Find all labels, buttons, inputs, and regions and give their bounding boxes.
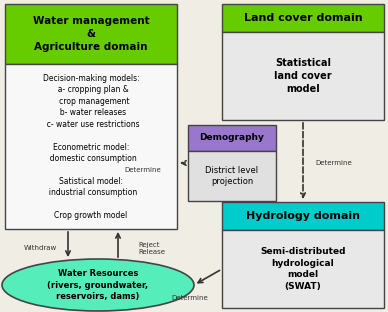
Text: Statistical
land cover
model: Statistical land cover model: [274, 58, 332, 94]
Text: Determine: Determine: [125, 167, 161, 173]
FancyBboxPatch shape: [188, 151, 276, 201]
Text: Determine: Determine: [171, 295, 208, 301]
FancyBboxPatch shape: [188, 125, 276, 151]
Text: Semi-distributed
hydrological
model
(SWAT): Semi-distributed hydrological model (SWA…: [260, 247, 346, 291]
Text: Demography: Demography: [199, 134, 265, 143]
Ellipse shape: [2, 259, 194, 311]
Text: Water management
&
Agriculture domain: Water management & Agriculture domain: [33, 16, 149, 52]
Text: Determine: Determine: [315, 160, 352, 166]
Text: Land cover domain: Land cover domain: [244, 13, 362, 23]
FancyBboxPatch shape: [5, 4, 177, 64]
Text: Water Resources
(rivers, groundwater,
reservoirs, dams): Water Resources (rivers, groundwater, re…: [47, 269, 149, 300]
Text: Hydrology domain: Hydrology domain: [246, 211, 360, 221]
Text: Withdraw: Withdraw: [23, 245, 57, 251]
Text: District level
projection: District level projection: [205, 166, 258, 186]
FancyBboxPatch shape: [222, 4, 384, 32]
FancyBboxPatch shape: [222, 32, 384, 120]
FancyBboxPatch shape: [222, 230, 384, 308]
FancyBboxPatch shape: [222, 202, 384, 230]
Text: Decision-making models:
  a- cropping plan &
   crop management
  b- water relea: Decision-making models: a- cropping plan…: [42, 74, 140, 220]
FancyBboxPatch shape: [5, 64, 177, 229]
Text: Reject
Release: Reject Release: [138, 241, 165, 255]
